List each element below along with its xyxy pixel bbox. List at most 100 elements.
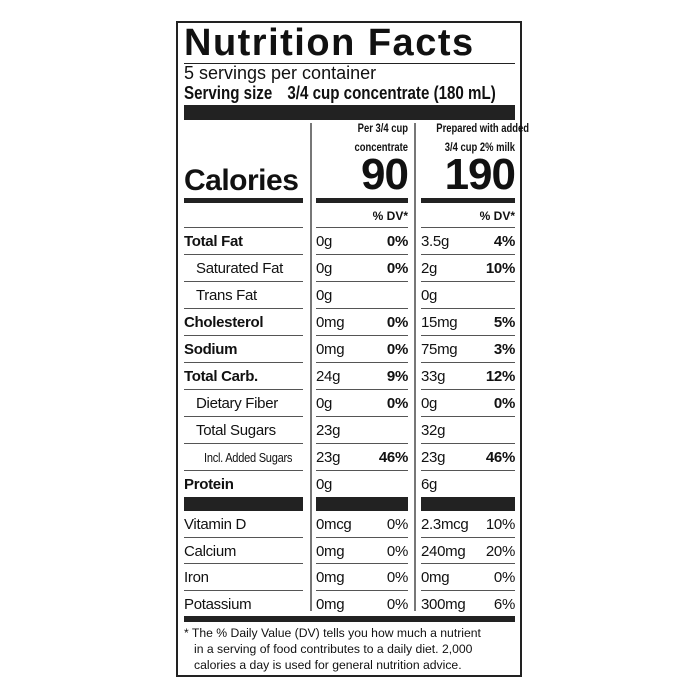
amount-prepared: 0mg (421, 569, 450, 586)
nutrient-row: Total Carb. 24g 9% 33g 12% (0, 363, 700, 390)
amount-prepared: 300mg (421, 595, 466, 613)
calories-value-prepared: 190 (444, 150, 516, 199)
dv-header-concentrate: % DV* (372, 209, 408, 223)
nutrient-name: Saturated Fat (196, 260, 283, 277)
nutrient-name: Incl. Added Sugars (204, 450, 293, 465)
row-divider (184, 536, 303, 538)
nutrition-label-border (176, 21, 522, 677)
serving-size-label: Serving size (184, 83, 273, 103)
dv-concentrate (358, 471, 408, 497)
dv-prepared: 0% (493, 569, 515, 586)
dv-concentrate: 46% (378, 449, 408, 466)
amount-concentrate: 0g (316, 233, 333, 250)
row-divider (184, 563, 303, 564)
nutrient-name: Total Fat (184, 233, 243, 250)
row-divider (421, 254, 515, 255)
dv-prepared: 3% (493, 341, 515, 358)
dv-concentrate: 0% (386, 314, 408, 331)
dv-concentrate: 0% (386, 542, 408, 560)
nutrient-name: Iron (184, 569, 209, 586)
nutrient-row: Vitamin D 0mcg 0% 2.3mcg 10% (0, 511, 700, 538)
row-divider (421, 470, 515, 471)
calories-bar (421, 198, 515, 203)
row-divider (184, 443, 303, 444)
nutrient-name: Sodium (184, 341, 238, 358)
nutrient-row: Total Fat 0g 0% 3.5g 4% (0, 228, 700, 255)
nutrient-row: Dietary Fiber 0g 0% 0g 0% (0, 390, 700, 417)
dv-prepared: 12% (485, 368, 515, 385)
dv-header-prepared: % DV* (479, 209, 515, 223)
dv-concentrate: 0% (386, 341, 408, 358)
divider (421, 227, 515, 228)
nutrient-name: Trans Fat (196, 287, 257, 304)
footnote-line: calories a day is used for general nutri… (194, 658, 462, 672)
row-divider (184, 362, 303, 363)
calories-value-concentrate: 90 (361, 150, 409, 199)
nutrient-row: Saturated Fat 0g 0% 2g 10% (0, 255, 700, 282)
row-divider (184, 470, 303, 471)
nutrient-name: Cholesterol (184, 314, 264, 331)
dv-prepared: 4% (493, 233, 515, 250)
dv-concentrate: 0% (386, 516, 408, 533)
amount-concentrate: 0g (316, 476, 333, 493)
nutrient-name: Vitamin D (184, 516, 247, 533)
amount-concentrate: 0mg (316, 542, 345, 560)
dv-prepared: 10% (485, 260, 515, 277)
row-divider (184, 589, 303, 591)
divider (316, 227, 408, 228)
footnote: * The % Daily Value (DV) tells you how m… (184, 625, 514, 673)
column-divider (310, 123, 312, 611)
dv-prepared: 6% (493, 595, 515, 613)
row-divider (184, 416, 303, 417)
calories-bar (316, 198, 408, 203)
divider (184, 63, 515, 64)
nutrient-row: Protein 0g 6g (0, 471, 700, 498)
amount-prepared: 33g (421, 368, 446, 385)
serving-size: Serving size 3/4 cup concentrate (180 mL) (184, 83, 496, 104)
calories-bar (184, 198, 303, 203)
row-divider (316, 281, 408, 282)
nutrient-row: Iron 0mg 0% 0mg 0% (0, 564, 700, 591)
amount-prepared: 2.3mcg (421, 516, 469, 533)
row-divider (184, 335, 303, 336)
dv-concentrate: 0% (386, 595, 408, 613)
amount-concentrate: 23g (316, 449, 341, 466)
nutrient-row: Incl. Added Sugars 23g 46% 23g 46% (0, 444, 700, 471)
row-divider (316, 335, 408, 336)
dv-concentrate: 0% (386, 569, 408, 586)
row-divider (421, 536, 515, 538)
row-divider (316, 416, 408, 417)
row-divider (184, 308, 303, 309)
column-divider (414, 123, 416, 611)
amount-concentrate: 0g (316, 260, 333, 277)
row-divider (316, 362, 408, 363)
row-divider (421, 589, 515, 591)
nutrient-row: Total Sugars 23g 32g (0, 417, 700, 444)
footnote-line: * The % Daily Value (DV) tells you how m… (184, 626, 481, 640)
amount-concentrate: 0mg (316, 569, 345, 586)
row-divider (316, 389, 408, 390)
nutrient-name: Calcium (184, 542, 237, 560)
vitamin-bar (316, 497, 408, 511)
amount-prepared: 3.5g (421, 233, 449, 250)
amount-concentrate: 0mg (316, 341, 345, 358)
row-divider (421, 416, 515, 417)
column-2-header-line1: Prepared with added (436, 123, 530, 135)
dv-concentrate: 0% (386, 233, 408, 250)
column-1-header-line1: Per 3/4 cup (357, 123, 408, 135)
dv-prepared (475, 282, 515, 308)
row-divider (316, 536, 408, 538)
amount-concentrate: 0mg (316, 595, 345, 613)
amount-prepared: 23g (421, 449, 446, 466)
row-divider (184, 389, 303, 390)
amount-prepared: 15mg (421, 314, 458, 331)
dv-prepared: 20% (485, 542, 515, 560)
amount-prepared: 32g (421, 422, 446, 439)
column-2-header-line2: 3/4 cup 2% milk (444, 142, 515, 154)
row-divider (421, 335, 515, 336)
nutrient-row: Trans Fat 0g 0g (0, 282, 700, 309)
row-divider (316, 589, 408, 591)
nutrient-row: Cholesterol 0mg 0% 15mg 5% (0, 309, 700, 336)
dv-concentrate: 9% (386, 368, 408, 385)
dv-prepared: 46% (485, 449, 515, 466)
